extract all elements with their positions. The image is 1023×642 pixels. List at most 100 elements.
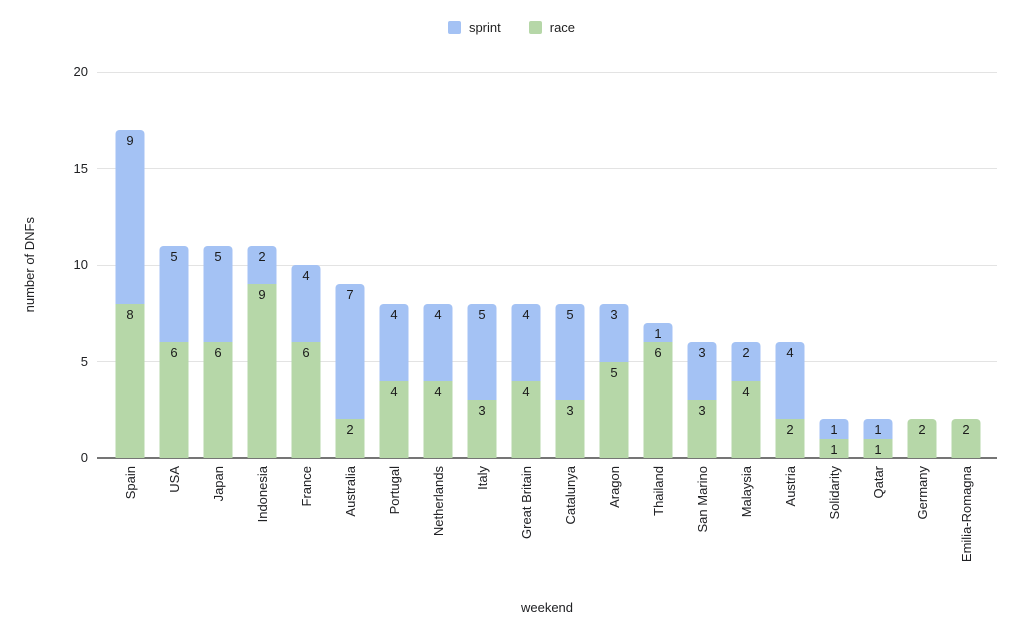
bar-value-label: 9 bbox=[258, 287, 266, 303]
bar-segment-race[interactable]: 3 bbox=[687, 400, 717, 458]
bar-segment-race[interactable]: 6 bbox=[291, 342, 321, 458]
bar-segment-sprint[interactable]: 1 bbox=[819, 419, 849, 439]
bar-segment-race[interactable]: 2 bbox=[951, 419, 981, 458]
x-axis-line bbox=[97, 457, 997, 459]
x-label-cell: Portugal bbox=[372, 466, 416, 606]
bar-segment-sprint[interactable]: 5 bbox=[467, 303, 497, 401]
legend-item-sprint[interactable]: sprint bbox=[447, 20, 501, 35]
bar-segment-race[interactable]: 6 bbox=[643, 342, 673, 458]
stacked-bar: 2 bbox=[951, 419, 981, 458]
bar-value-label: 4 bbox=[434, 306, 442, 322]
bar-segment-race[interactable]: 4 bbox=[423, 380, 453, 458]
bar-column-germany: 2 bbox=[900, 72, 944, 458]
bar-segment-race[interactable]: 2 bbox=[775, 419, 805, 458]
x-tick-label: Australia bbox=[342, 466, 358, 517]
x-axis-title: weekend bbox=[520, 600, 574, 615]
bar-segment-race[interactable]: 2 bbox=[907, 419, 937, 458]
bar-value-label: 1 bbox=[830, 422, 838, 438]
bar-segment-sprint[interactable]: 4 bbox=[379, 303, 409, 381]
legend-label-race: race bbox=[549, 20, 576, 35]
y-tick-label-10: 10 bbox=[73, 257, 88, 272]
bar-segment-sprint[interactable]: 7 bbox=[335, 284, 365, 420]
x-label-cell: Netherlands bbox=[416, 466, 460, 606]
bar-segment-race[interactable]: 2 bbox=[335, 419, 365, 458]
legend: sprint race bbox=[0, 20, 1023, 35]
bar-segment-race[interactable]: 1 bbox=[863, 438, 893, 458]
bar-value-label: 5 bbox=[170, 248, 178, 264]
bar-value-label: 1 bbox=[874, 422, 882, 438]
x-tick-label: Japan bbox=[210, 466, 226, 502]
bar-segment-sprint[interactable]: 2 bbox=[731, 342, 761, 381]
bar-value-label: 5 bbox=[214, 248, 222, 264]
legend-label-sprint: sprint bbox=[468, 20, 501, 35]
bar-segment-race[interactable]: 8 bbox=[115, 303, 145, 458]
bar-segment-sprint[interactable]: 4 bbox=[291, 265, 321, 343]
gridline-5 bbox=[97, 361, 997, 362]
bar-segment-race[interactable]: 4 bbox=[731, 380, 761, 458]
bar-value-label: 2 bbox=[962, 422, 970, 438]
bar-segment-sprint[interactable]: 4 bbox=[423, 303, 453, 381]
bar-segment-race[interactable]: 9 bbox=[247, 284, 277, 458]
bar-value-label: 1 bbox=[874, 441, 882, 457]
x-tick-label: Italy bbox=[474, 466, 490, 490]
x-tick-label: Solidarity bbox=[826, 466, 842, 520]
bar-value-label: 4 bbox=[434, 383, 442, 399]
bar-value-label: 8 bbox=[126, 306, 134, 322]
x-label-cell: Austria bbox=[768, 466, 812, 606]
y-tick-label-5: 5 bbox=[80, 353, 88, 369]
bar-segment-race[interactable]: 1 bbox=[819, 438, 849, 458]
bar-value-label: 2 bbox=[918, 422, 926, 438]
bar-segment-sprint[interactable]: 9 bbox=[115, 129, 145, 304]
bar-segment-race[interactable]: 6 bbox=[203, 342, 233, 458]
bar-segment-race[interactable]: 6 bbox=[159, 342, 189, 458]
x-label-cell: USA bbox=[152, 466, 196, 606]
bar-segment-sprint[interactable]: 4 bbox=[511, 303, 541, 381]
y-tick-label-0: 0 bbox=[80, 450, 88, 465]
y-tick-label-15: 15 bbox=[73, 160, 88, 176]
bar-segment-race[interactable]: 4 bbox=[379, 380, 409, 458]
bar-segment-sprint[interactable]: 5 bbox=[159, 245, 189, 343]
x-label-cell: Aragon bbox=[592, 466, 636, 606]
bar-segment-sprint[interactable]: 3 bbox=[599, 303, 629, 362]
bar-value-label: 5 bbox=[566, 306, 574, 322]
x-label-cell: Spain bbox=[108, 466, 152, 606]
gridline-15 bbox=[97, 168, 997, 169]
bar-value-label: 3 bbox=[698, 345, 706, 361]
bar-segment-sprint[interactable]: 1 bbox=[643, 322, 673, 343]
bar-segment-race[interactable]: 3 bbox=[467, 400, 497, 458]
bar-segment-sprint[interactable]: 3 bbox=[687, 342, 717, 401]
sprint-legend-swatch-icon bbox=[447, 21, 461, 34]
bar-value-label: 3 bbox=[698, 403, 706, 419]
bar-value-label: 3 bbox=[478, 403, 486, 419]
bar-value-label: 4 bbox=[390, 306, 398, 322]
bar-segment-sprint[interactable]: 5 bbox=[203, 245, 233, 343]
bar-segment-sprint[interactable]: 2 bbox=[247, 245, 277, 285]
bar-value-label: 4 bbox=[390, 383, 398, 399]
bar-segment-race[interactable]: 4 bbox=[511, 380, 541, 458]
bar-segment-race[interactable]: 3 bbox=[555, 400, 585, 458]
bar-segment-sprint[interactable]: 5 bbox=[555, 303, 585, 401]
x-tick-label: Great Britain bbox=[518, 466, 534, 539]
x-label-cell: France bbox=[284, 466, 328, 606]
bar-segment-sprint[interactable]: 1 bbox=[863, 419, 893, 439]
x-tick-label: Germany bbox=[914, 466, 930, 520]
legend-item-race[interactable]: race bbox=[528, 20, 576, 35]
bar-value-label: 6 bbox=[170, 345, 178, 361]
bar-segment-race[interactable]: 5 bbox=[599, 361, 629, 458]
bar-segment-sprint[interactable]: 4 bbox=[775, 342, 805, 420]
